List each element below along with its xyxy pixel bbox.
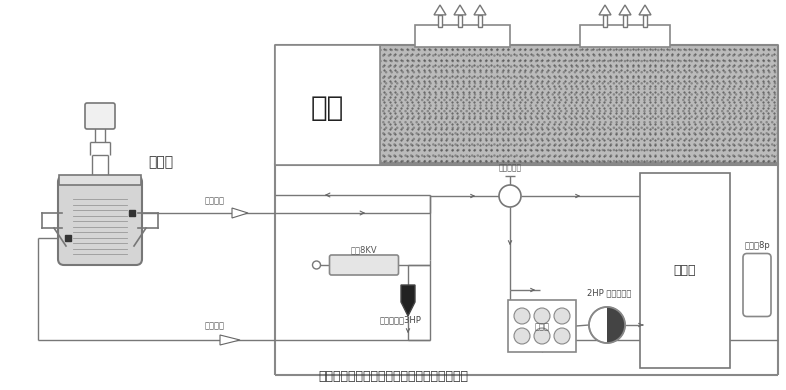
Polygon shape <box>454 5 466 15</box>
Text: 外循環油泵3HP: 外循環油泵3HP <box>380 315 422 324</box>
Text: 攪拌罐: 攪拌罐 <box>148 155 173 169</box>
Bar <box>415 25 510 47</box>
Circle shape <box>499 185 521 207</box>
FancyBboxPatch shape <box>743 254 771 317</box>
Circle shape <box>534 328 550 344</box>
Circle shape <box>589 307 625 343</box>
Polygon shape <box>474 5 486 15</box>
FancyBboxPatch shape <box>85 103 115 129</box>
Bar <box>458 15 462 27</box>
Polygon shape <box>232 208 248 218</box>
Bar <box>59 175 141 185</box>
Text: 搪瓷攪拌罐風冷式冷熱一體機控溫方案示意圖: 搪瓷攪拌罐風冷式冷熱一體機控溫方案示意圖 <box>318 370 468 383</box>
Text: 冷卻氣動閥: 冷卻氣動閥 <box>498 163 522 172</box>
Polygon shape <box>434 5 446 15</box>
Bar <box>478 15 482 27</box>
Circle shape <box>514 328 530 344</box>
Text: 电箱: 电箱 <box>310 94 343 122</box>
Bar <box>603 15 607 27</box>
Polygon shape <box>639 5 651 15</box>
Text: 高壓縮8p: 高壓縮8p <box>744 241 769 250</box>
Text: 媒介出口: 媒介出口 <box>205 321 225 330</box>
Bar <box>275 45 380 165</box>
Text: 冷油箱: 冷油箱 <box>674 264 696 277</box>
Bar <box>640 173 730 368</box>
Circle shape <box>534 308 550 324</box>
Circle shape <box>514 308 530 324</box>
Text: 蒸發器: 蒸發器 <box>534 322 549 331</box>
Polygon shape <box>220 335 240 345</box>
Polygon shape <box>619 5 631 15</box>
Circle shape <box>554 308 570 324</box>
Bar <box>380 45 778 165</box>
Bar <box>508 300 576 352</box>
Polygon shape <box>401 285 415 316</box>
Bar <box>580 25 670 47</box>
Text: 媒介進口: 媒介進口 <box>205 196 225 205</box>
Bar <box>643 15 647 27</box>
Polygon shape <box>607 307 625 343</box>
FancyBboxPatch shape <box>58 176 142 265</box>
Bar <box>439 15 442 27</box>
Polygon shape <box>599 5 611 15</box>
Circle shape <box>313 261 321 269</box>
Text: 2HP 內循環油泵: 2HP 內循環油泵 <box>587 288 631 297</box>
Bar <box>623 15 626 27</box>
FancyBboxPatch shape <box>329 255 399 275</box>
Circle shape <box>554 328 570 344</box>
Text: 加熱8KV: 加熱8KV <box>351 245 377 254</box>
